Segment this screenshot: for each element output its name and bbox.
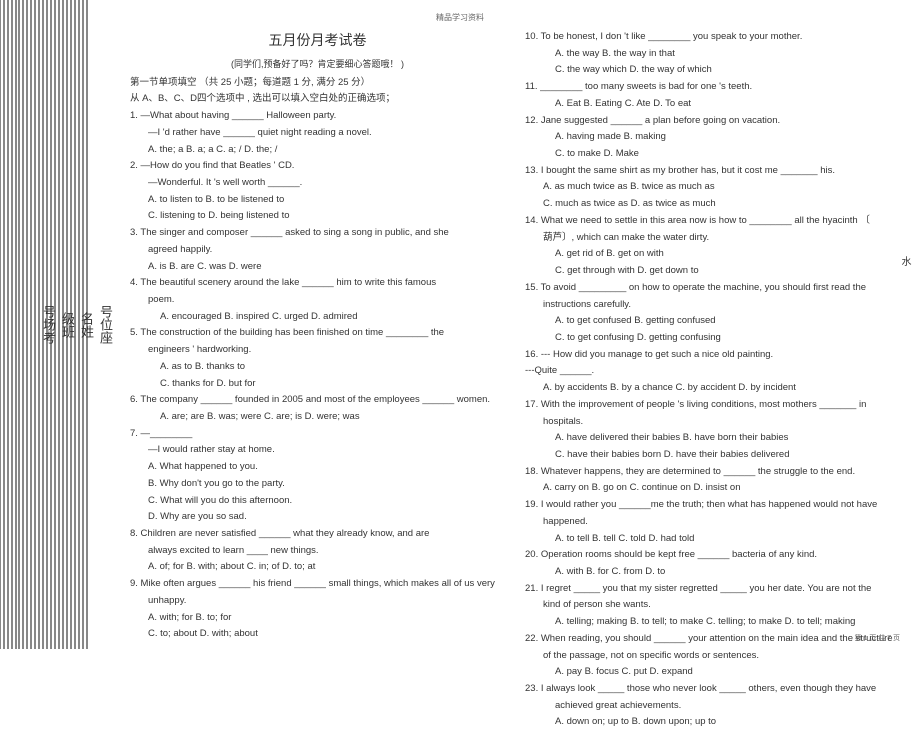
answer-line: A. having made B. making	[525, 130, 900, 145]
answer-line: C. get through with D. get down to	[525, 264, 900, 279]
exam-title: 五月份月考试卷	[130, 30, 505, 52]
answer-line: hospitals.	[525, 415, 900, 430]
answer-line: instructions carefully.	[525, 298, 900, 313]
answer-line: C. listening to D. being listened to	[130, 209, 505, 224]
question-line: 19. I would rather you ______me the trut…	[525, 498, 900, 513]
answer-line: C. thanks for D. but for	[130, 377, 505, 392]
section-heading: 第一节单项填空 （共 25 小题；每道题 1 分, 满分 25 分）	[130, 76, 505, 91]
answer-line: happened.	[525, 515, 900, 530]
question-line: 17. With the improvement of people 's li…	[525, 398, 900, 413]
question-line: 5. The construction of the building has …	[130, 326, 505, 341]
question-line: 9. Mike often argues ______ his friend _…	[130, 577, 505, 592]
exam-subtitle: (同学们,预备好了吗？肯定要细心答题哦！ )	[130, 58, 505, 72]
answer-line: A. of; for B. with; about C. in; of D. t…	[130, 560, 505, 575]
left-column: 五月份月考试卷 (同学们,预备好了吗？肯定要细心答题哦！ ) 第一节单项填空 （…	[130, 30, 505, 732]
answer-line: 葫芦〕, which can make the water dirty.	[525, 231, 900, 246]
question-line: 23. I always look _____ those who never …	[525, 682, 900, 697]
question-line: 2. —How do you find that Beatles ' CD.	[130, 159, 505, 174]
question-line: 16. --- How did you manage to get such a…	[525, 348, 900, 363]
answer-line: A. to listen to B. to be listened to	[130, 193, 505, 208]
answer-line: A. the way B. the way in that	[525, 47, 900, 62]
question-line: 1. —What about having ______ Halloween p…	[130, 109, 505, 124]
answer-line: unhappy.	[130, 594, 505, 609]
answer-line: A. carry on B. go on C. continue on D. i…	[525, 481, 900, 496]
answer-line: —Wonderful. It 's well worth ______.	[130, 176, 505, 191]
answer-line: A. are; are B. was; were C. are; is D. w…	[130, 410, 505, 425]
question-line: 14. What we need to settle in this area …	[525, 214, 900, 229]
question-line: 11. ________ too many sweets is bad for …	[525, 80, 900, 95]
question-line: 22. When reading, you should ______ your…	[525, 632, 900, 647]
answer-line: C. much as twice as D. as twice as much	[525, 197, 900, 212]
answer-line: ---Quite ______.	[525, 364, 900, 379]
answer-line: D. Why are you so sad.	[130, 510, 505, 525]
question-line: 15. To avoid _________ on how to operate…	[525, 281, 900, 296]
page-header: 精品学习资料	[0, 12, 920, 23]
answer-line: always excited to learn ____ new things.	[130, 544, 505, 559]
answer-line: A. by accidents B. by a chance C. by acc…	[525, 381, 900, 396]
label-class: 级班	[58, 312, 77, 338]
answer-line: C. to get confusing D. getting confusing	[525, 331, 900, 346]
question-line: 4. The beautiful scenery around the lake…	[130, 276, 505, 291]
margin-note: 水	[897, 256, 912, 266]
answer-line: A. to tell B. tell C. told D. had told	[525, 532, 900, 547]
question-line: 20. Operation rooms should be kept free …	[525, 548, 900, 563]
answer-line: A. the; a B. a; a C. a; / D. the; /	[130, 143, 505, 158]
label-exam: 号场考	[39, 305, 58, 344]
answer-line: engineers ' hardworking.	[130, 343, 505, 358]
question-line: 8. Children are never satisfied ______ w…	[130, 527, 505, 542]
question-line: 21. I regret _____ you that my sister re…	[525, 582, 900, 597]
answer-line: A. with B. for C. from D. to	[525, 565, 900, 580]
answer-line: A. is B. are C. was D. were	[130, 260, 505, 275]
answer-line: A. What happened to you.	[130, 460, 505, 475]
section-instruction: 从 A、B、C、D四个选项中 , 选出可以填入空白处的正确选项；	[130, 92, 505, 107]
side-labels: 号位座 名姓 级班 号场考	[95, 0, 115, 649]
answer-line: —I 'd rather have ______ quiet night rea…	[130, 126, 505, 141]
label-seat: 号位座	[96, 305, 115, 344]
question-line: 6. The company ______ founded in 2005 an…	[130, 393, 505, 408]
answer-line: A. encouraged B. inspired C. urged D. ad…	[130, 310, 505, 325]
answer-line: of the passage, not on specific words or…	[525, 649, 900, 664]
answer-line: A. as much twice as B. twice as much as	[525, 180, 900, 195]
question-line: 13. I bought the same shirt as my brothe…	[525, 164, 900, 179]
question-line: 18. Whatever happens, they are determine…	[525, 465, 900, 480]
answer-line: agreed happily.	[130, 243, 505, 258]
answer-line: achieved great achievements.	[525, 699, 900, 714]
question-line: 10. To be honest, I don 't like ________…	[525, 30, 900, 45]
answer-line: A. have delivered their babies B. have b…	[525, 431, 900, 446]
answer-line: C. have their babies born D. have their …	[525, 448, 900, 463]
answer-line: A. get rid of B. get on with	[525, 247, 900, 262]
answer-line: B. Why don't you go to the party.	[130, 477, 505, 492]
question-line: 7. —________	[130, 427, 505, 442]
answer-line: poem.	[130, 293, 505, 308]
question-line: 12. Jane suggested ______ a plan before …	[525, 114, 900, 129]
answer-line: A. pay B. focus C. put D. expand	[525, 665, 900, 680]
page-footer: 第 1 页,共 7 页	[854, 633, 900, 643]
content-area: 五月份月考试卷 (同学们,预备好了吗？肯定要细心答题哦！ ) 第一节单项填空 （…	[130, 30, 900, 732]
answer-line: —I would rather stay at home.	[130, 443, 505, 458]
label-name: 名姓	[77, 312, 96, 338]
answer-line: A. as to B. thanks to	[130, 360, 505, 375]
answer-line: C. to; about D. with; about	[130, 627, 505, 642]
answer-line: kind of person she wants.	[525, 598, 900, 613]
answer-line: C. to make D. Make	[525, 147, 900, 162]
answer-line: C. What will you do this afternoon.	[130, 494, 505, 509]
answer-line: C. the way which D. the way of which	[525, 63, 900, 78]
answer-line: A. to get confused B. getting confused	[525, 314, 900, 329]
answer-line: A. telling; making B. to tell; to make C…	[525, 615, 900, 630]
answer-line: A. Eat B. Eating C. Ate D. To eat	[525, 97, 900, 112]
question-line: 3. The singer and composer ______ asked …	[130, 226, 505, 241]
answer-line: A. with; for B. to; for	[130, 611, 505, 626]
answer-line: A. down on; up to B. down upon; up to	[525, 715, 900, 730]
right-column: 10. To be honest, I don 't like ________…	[525, 30, 900, 732]
